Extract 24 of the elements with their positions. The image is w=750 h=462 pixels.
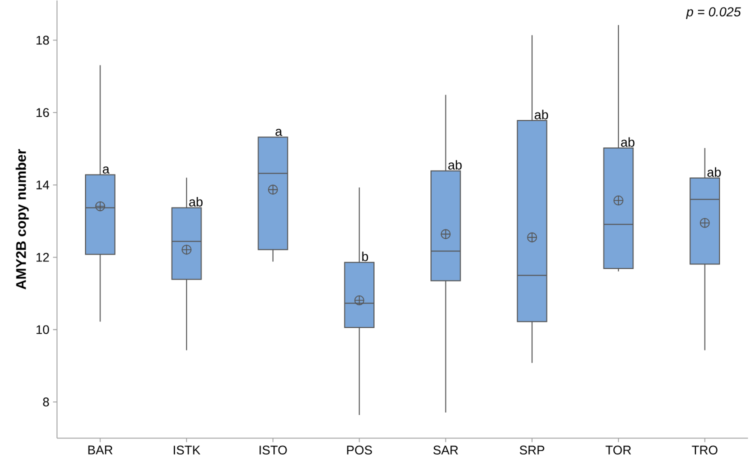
y-tick-label: 14 [36, 180, 50, 190]
y-tick-label: 12 [36, 252, 49, 262]
x-tick-label: TRO [692, 445, 718, 454]
annotation: ab [448, 160, 462, 170]
y-tick-label: 10 [36, 324, 50, 334]
y-tick-label: 16 [36, 108, 49, 117]
annotation: a [102, 166, 110, 174]
x-tick-label: SRP [520, 445, 544, 454]
x-tick-label: BAR [88, 445, 112, 454]
annotation: ab [707, 167, 721, 177]
annotation: ab [534, 110, 548, 120]
y-tick-label: 8 [43, 397, 49, 406]
annotation: a [276, 128, 282, 136]
y-axis-title: AMY2B copy number [16, 148, 29, 290]
annotation: ab [621, 137, 634, 147]
x-tick-label: SAR [433, 445, 458, 454]
annotation: b [362, 251, 368, 261]
x-tick-label: ISTK [174, 445, 200, 454]
x-tick-label: ISTO [260, 445, 287, 454]
annotation: p = 0.025 [686, 6, 741, 19]
annotation: ab [189, 196, 203, 206]
x-tick-label: TOR [606, 445, 631, 454]
x-tick-label: POS [347, 445, 372, 454]
y-tick-label: 18 [36, 36, 49, 44]
